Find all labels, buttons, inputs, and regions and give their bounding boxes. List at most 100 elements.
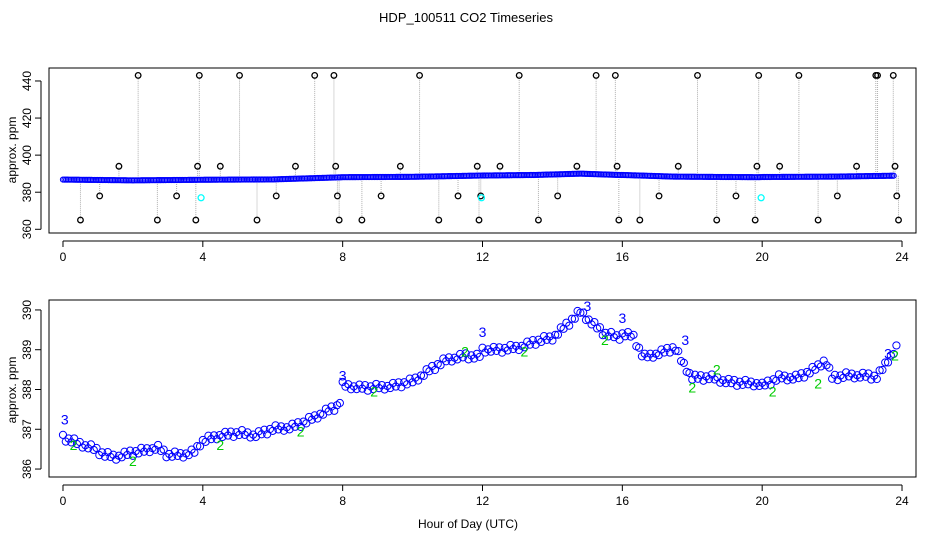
series-point <box>774 370 784 379</box>
series-point <box>660 348 669 357</box>
flag3-label: 3 <box>681 332 689 348</box>
outlier-point <box>694 71 701 79</box>
series-point <box>335 398 344 408</box>
series-point <box>92 443 101 453</box>
bottom-x-axis-label: Hour of Day (UTC) <box>418 517 518 531</box>
series-point <box>732 381 742 390</box>
outlier-point <box>674 162 682 170</box>
series-point <box>291 422 300 431</box>
top-x-tick-label: 4 <box>199 250 206 264</box>
flag2-label: 2 <box>891 348 899 364</box>
outlier-point <box>96 192 104 200</box>
series-point <box>794 374 803 383</box>
outlier-point <box>377 192 385 200</box>
series-point <box>355 380 364 389</box>
series-point <box>872 374 881 384</box>
flag2-label: 2 <box>216 437 224 453</box>
series-point <box>377 380 386 390</box>
series-point <box>567 314 577 323</box>
bottom-y-tick-label: 390 <box>20 300 34 320</box>
bottom-y-axis-label: approx. ppm <box>5 357 19 424</box>
series-point <box>506 340 515 350</box>
outlier-point <box>853 162 861 170</box>
series-point <box>528 335 537 345</box>
series-point <box>758 378 767 387</box>
bottom-x-tick-label: 4 <box>199 494 206 508</box>
series-point <box>229 432 238 442</box>
outlier-point <box>554 192 562 200</box>
series-point <box>545 332 554 341</box>
series-point <box>598 331 607 340</box>
series-point <box>883 358 893 367</box>
series-point <box>674 347 683 356</box>
top-x-tick-label: 8 <box>339 250 346 264</box>
series-point <box>436 361 445 370</box>
series-point <box>257 430 266 439</box>
outlier-point <box>311 71 319 79</box>
bottom-y-tick-label: 386 <box>20 459 34 479</box>
outlier-point <box>592 71 600 79</box>
outlier-point <box>753 162 761 170</box>
series-point <box>878 365 887 375</box>
series-point <box>525 340 535 349</box>
bottom-y-tick-label: 387 <box>20 419 34 439</box>
outlier-point <box>77 216 84 224</box>
top-y-tick-label: 360 <box>20 219 34 239</box>
top-plot-frame <box>48 67 917 234</box>
flag2-label: 2 <box>370 383 378 399</box>
series-point <box>391 382 400 391</box>
bottom-x-tick-label: 20 <box>755 494 769 508</box>
top-y-axis: 360 380 400 420 440 <box>20 71 42 239</box>
series-point <box>313 414 322 423</box>
flag2-label: 2 <box>769 383 777 399</box>
series-point <box>819 356 828 365</box>
outlier-point <box>615 216 623 224</box>
series-point <box>237 426 247 435</box>
series-point <box>635 343 644 352</box>
series-point <box>825 363 834 372</box>
outlier-point <box>358 216 366 224</box>
series-point <box>78 443 87 452</box>
series-point <box>609 333 619 342</box>
series-point <box>587 320 596 329</box>
outlier-point <box>776 162 784 170</box>
flag1-point <box>197 194 205 202</box>
bottom-x-tick-label: 12 <box>476 494 490 508</box>
outlier-point <box>475 216 483 224</box>
series-point <box>685 368 694 378</box>
outlier-point <box>473 162 481 170</box>
top-y-tick-label: 380 <box>20 182 34 202</box>
outlier-point <box>874 71 881 79</box>
series-point <box>394 378 403 387</box>
series-point <box>293 418 303 427</box>
bottom-x-tick-label: 16 <box>616 494 630 508</box>
series-point <box>126 446 135 455</box>
outlier-point <box>192 216 200 224</box>
outlier-point <box>893 192 901 200</box>
series-point <box>581 315 591 325</box>
series-point <box>173 451 182 461</box>
outlier-point <box>333 192 341 200</box>
outlier-point <box>332 162 340 170</box>
flag2-label: 2 <box>129 453 137 469</box>
series-point <box>260 425 269 434</box>
series-point <box>352 384 361 394</box>
flag3-label: 3 <box>884 346 892 362</box>
series-point <box>679 358 688 367</box>
series-point <box>565 321 574 330</box>
series-point <box>637 352 647 361</box>
series-point <box>170 447 179 456</box>
series-point <box>788 375 798 384</box>
series-point <box>232 428 241 437</box>
series-point <box>483 345 493 354</box>
series-point <box>95 451 104 460</box>
series-point <box>486 347 495 356</box>
series-point <box>123 450 132 460</box>
top-x-axis: 0 4 8 12 16 20 24 <box>60 240 909 264</box>
series-point <box>386 383 395 393</box>
outlier-point <box>396 162 404 170</box>
bottom-flag2-labels: 2 2 2 2 2 2 2 2 2 2 2 2 2 <box>70 332 900 469</box>
series-point <box>511 341 521 351</box>
series-point <box>657 345 666 354</box>
